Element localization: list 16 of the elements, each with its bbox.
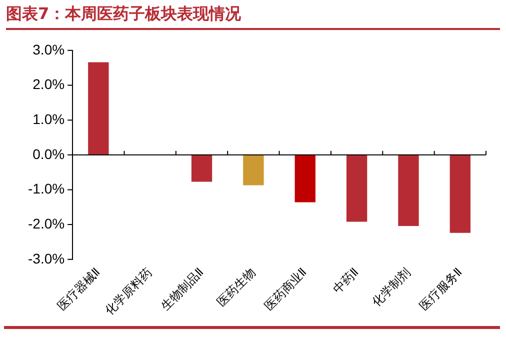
x-tick-label: 医疗服务Ⅱ: [416, 265, 465, 314]
x-tick-label: 医疗器械Ⅱ: [54, 265, 103, 314]
x-tick-label: 医药生物: [214, 265, 258, 309]
x-tick-label: 化学原料药: [102, 265, 155, 318]
y-tick-label: -2.0%: [28, 215, 65, 232]
y-tick-label: 1.0%: [32, 110, 65, 127]
y-tick-label: 0.0%: [32, 146, 65, 162]
x-tick-label: 化学制剂: [369, 265, 413, 309]
y-tick-label: -3.0%: [28, 250, 65, 266]
x-tick-label: 生物制品Ⅱ: [158, 265, 206, 314]
y-tick-label: 2.0%: [32, 76, 65, 92]
x-tick-label: 医药商业Ⅱ: [262, 265, 310, 314]
y-tick-label: -1.0%: [28, 180, 65, 197]
x-tick-label: 中药Ⅱ: [330, 265, 362, 296]
y-tick-label: 3.0%: [32, 41, 65, 58]
chart-title: 图表7：本周医药子板块表现情况: [6, 4, 500, 30]
